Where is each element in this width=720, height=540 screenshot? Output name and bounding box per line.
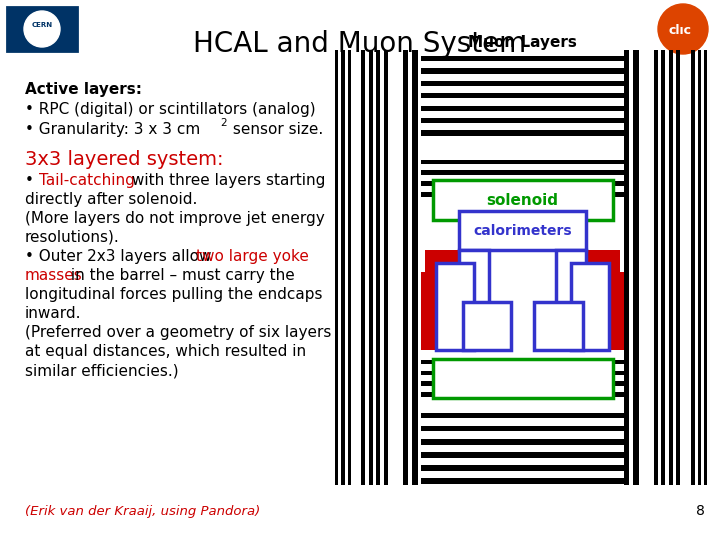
- Text: at equal distances, which resulted in: at equal distances, which resulted in: [25, 344, 306, 359]
- Text: resolutions).: resolutions).: [25, 230, 120, 245]
- Text: longitudinal forces pulling the endcaps: longitudinal forces pulling the endcaps: [25, 287, 323, 302]
- Bar: [421, 69, 624, 73]
- Bar: [412, 50, 418, 485]
- Bar: [425, 250, 459, 315]
- Bar: [421, 426, 624, 431]
- Bar: [384, 50, 387, 485]
- Text: (Preferred over a geometry of six layers: (Preferred over a geometry of six layers: [25, 325, 331, 340]
- Bar: [586, 250, 620, 315]
- Bar: [421, 465, 624, 471]
- Text: directly after solenoid.: directly after solenoid.: [25, 192, 197, 207]
- Bar: [676, 50, 680, 485]
- Bar: [421, 370, 624, 375]
- Text: in the barrel – must carry the: in the barrel – must carry the: [66, 268, 294, 283]
- Bar: [377, 50, 380, 485]
- Bar: [421, 171, 624, 175]
- Text: sensor size.: sensor size.: [228, 122, 323, 137]
- Text: Active layers:: Active layers:: [25, 82, 142, 97]
- Text: Tail-catching: Tail-catching: [39, 173, 135, 188]
- Text: two large yoke: two large yoke: [196, 249, 308, 264]
- Bar: [421, 93, 624, 98]
- Bar: [421, 192, 624, 197]
- Bar: [598, 272, 624, 350]
- Bar: [361, 50, 365, 485]
- Bar: [421, 181, 624, 186]
- Text: (More layers do not improve jet energy: (More layers do not improve jet energy: [25, 211, 325, 226]
- Text: CERN: CERN: [32, 22, 53, 28]
- Bar: [402, 50, 408, 485]
- Bar: [341, 50, 345, 485]
- Bar: [436, 263, 474, 350]
- Text: masses: masses: [25, 268, 83, 283]
- Bar: [421, 159, 624, 164]
- Bar: [698, 50, 701, 485]
- Text: • RPC (digital) or scintillators (analog): • RPC (digital) or scintillators (analog…: [25, 102, 315, 117]
- Bar: [421, 118, 624, 123]
- Bar: [369, 50, 373, 485]
- Text: 8: 8: [696, 504, 705, 518]
- Circle shape: [658, 4, 708, 54]
- Bar: [654, 50, 657, 485]
- Text: Muon Layers: Muon Layers: [468, 35, 577, 50]
- Bar: [571, 263, 608, 350]
- Bar: [557, 250, 586, 320]
- Bar: [421, 478, 624, 484]
- Text: 2: 2: [220, 118, 227, 128]
- Text: solenoid: solenoid: [487, 193, 559, 207]
- FancyBboxPatch shape: [7, 7, 77, 51]
- Bar: [421, 439, 624, 444]
- Text: HCAL and Muon System: HCAL and Muon System: [194, 30, 526, 58]
- Bar: [459, 211, 586, 250]
- Text: similar efficiencies.): similar efficiencies.): [25, 363, 179, 378]
- Bar: [433, 359, 613, 398]
- Circle shape: [24, 11, 60, 47]
- Bar: [534, 302, 582, 350]
- Bar: [421, 360, 624, 365]
- Bar: [633, 50, 639, 485]
- Bar: [421, 413, 624, 418]
- Text: •: •: [25, 173, 39, 188]
- Text: (Erik van der Kraaij, using Pandora): (Erik van der Kraaij, using Pandora): [25, 505, 260, 518]
- Bar: [421, 381, 624, 386]
- Bar: [421, 106, 624, 111]
- Bar: [348, 50, 351, 485]
- Text: clıc: clıc: [668, 24, 691, 37]
- Bar: [459, 250, 489, 320]
- Text: calorimeters: calorimeters: [473, 224, 572, 238]
- Bar: [421, 272, 448, 350]
- Bar: [661, 50, 665, 485]
- Bar: [421, 81, 624, 86]
- Bar: [703, 50, 707, 485]
- Bar: [691, 50, 695, 485]
- Bar: [669, 50, 672, 485]
- Text: • Outer 2x3 layers allow: • Outer 2x3 layers allow: [25, 249, 217, 264]
- Text: • Granularity: 3 x 3 cm: • Granularity: 3 x 3 cm: [25, 122, 200, 137]
- Bar: [433, 180, 613, 220]
- Text: with three layers starting: with three layers starting: [127, 173, 325, 188]
- Bar: [462, 302, 511, 350]
- Bar: [624, 50, 629, 485]
- Text: 3x3 layered system:: 3x3 layered system:: [25, 150, 223, 169]
- Bar: [421, 452, 624, 457]
- Bar: [335, 50, 338, 485]
- Bar: [421, 56, 624, 61]
- Bar: [421, 392, 624, 397]
- Text: inward.: inward.: [25, 306, 81, 321]
- Bar: [421, 131, 624, 136]
